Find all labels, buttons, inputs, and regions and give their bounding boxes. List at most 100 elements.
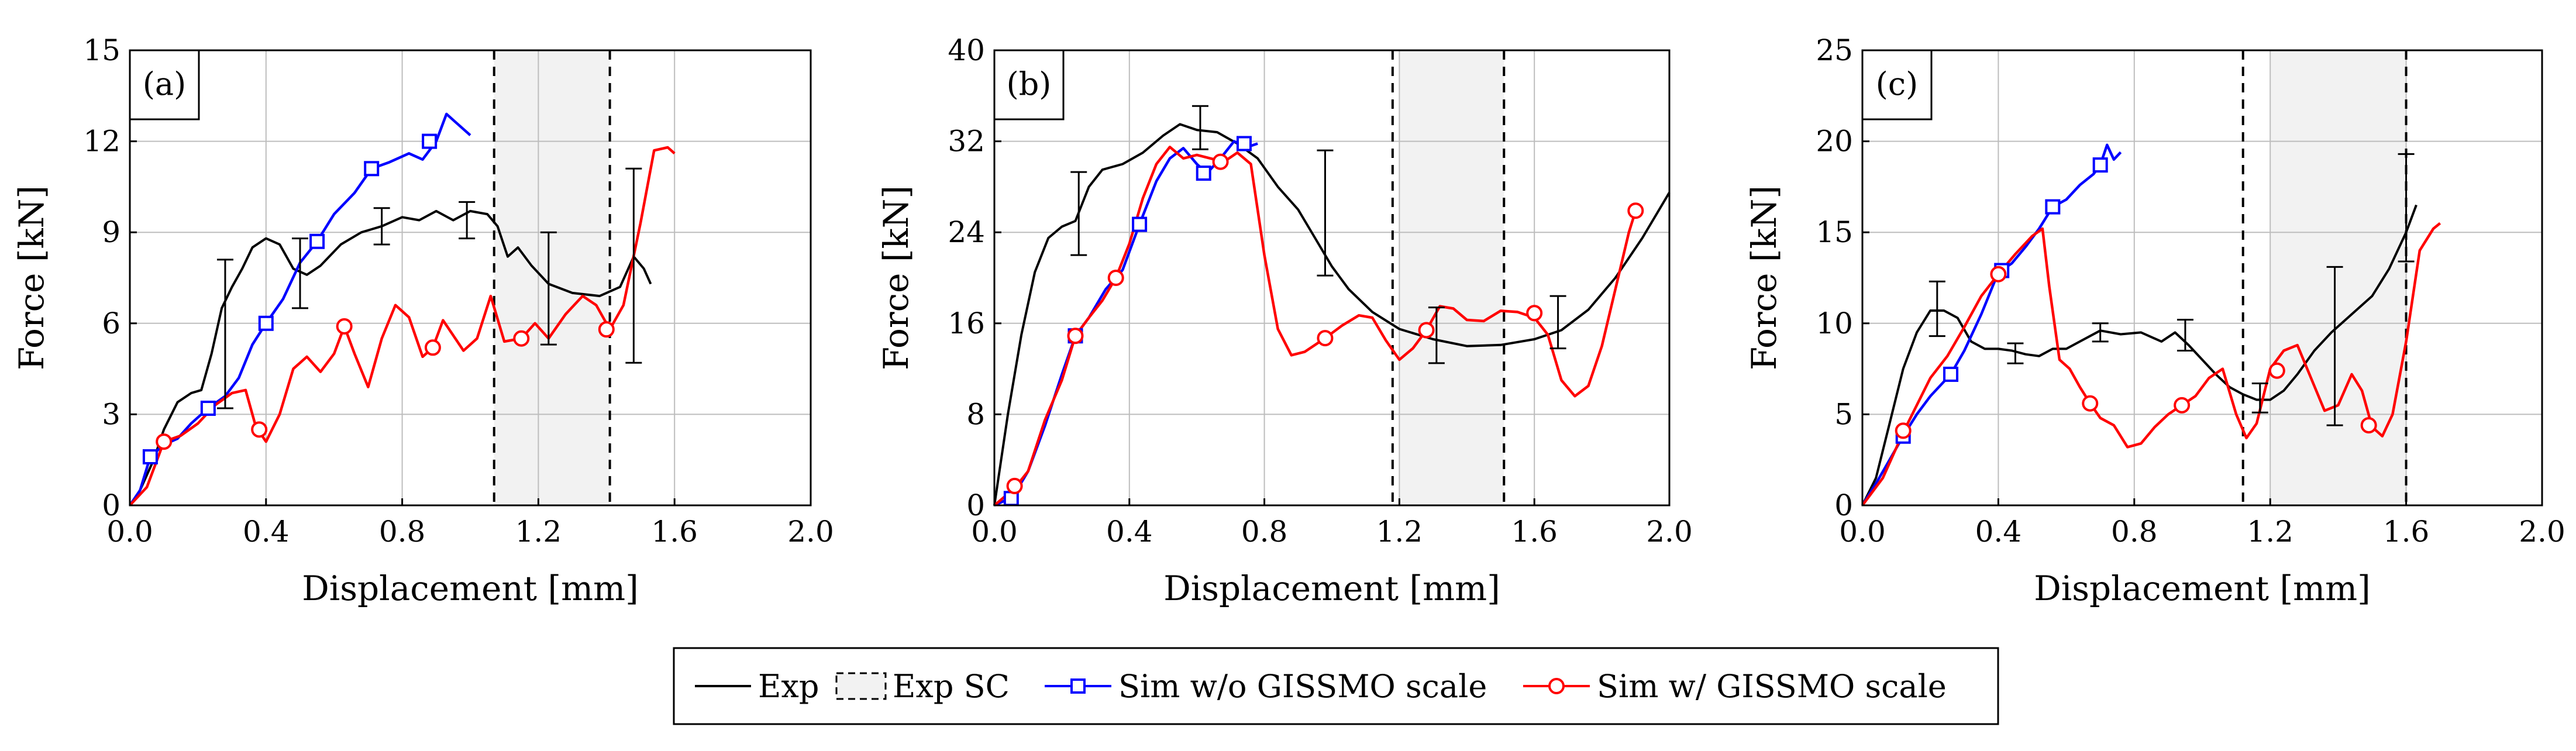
marker-sim-no-scale [422, 133, 438, 149]
x-axis-label: Displacement [mm] [1163, 569, 1500, 608]
y-tick-label: 6 [102, 306, 120, 340]
marker-sim-scale [1526, 305, 1543, 322]
x-tick-label: 1.6 [651, 515, 698, 549]
sc-shaded-region [1399, 50, 1504, 505]
y-tick-label: 8 [966, 397, 985, 431]
x-tick-label: 0.8 [1241, 515, 1288, 549]
marker-sim-no-scale [200, 401, 216, 416]
y-tick-label: 24 [948, 215, 985, 249]
panel-label: (a) [143, 66, 186, 102]
marker-sim-scale [424, 339, 441, 356]
marker-sim-scale [251, 421, 268, 438]
marker-sim-scale [513, 330, 530, 347]
x-tick-label: 0.4 [1975, 515, 2022, 549]
marker-sim-no-scale [1236, 136, 1252, 151]
y-tick-label: 0 [102, 488, 120, 522]
marker-sim-no-scale [1943, 366, 1959, 382]
series-line-sim-w-gissmo-scale [1861, 222, 2441, 507]
panel-label-box [1861, 49, 1933, 120]
series-line-exp [1861, 204, 2417, 506]
panel-c: 0.0 0.4 0.8 1.2 1.6 2.0 0 5 10 15 20 25 Displacement… [1744, 33, 2565, 608]
legend-exp-label: Exp [758, 668, 819, 705]
y-tick-label: 3 [102, 397, 120, 431]
panel-label: (b) [1007, 66, 1052, 102]
y-axis-label: Force [kN] [876, 185, 916, 370]
x-tick-label: 1.2 [515, 515, 562, 549]
series-line-exp [993, 123, 1671, 506]
marker-sim-no-scale [2092, 157, 2108, 173]
legend-exp-sc-label: Exp SC [893, 668, 1010, 705]
y-axis-label: Force [kN] [12, 185, 51, 370]
marker-sim-scale [2268, 362, 2285, 379]
y-tick-label: 15 [83, 33, 120, 67]
x-axis-label: Displacement [mm] [302, 569, 639, 608]
panel-label-box [993, 49, 1065, 120]
x-axis-label: Displacement [mm] [2034, 569, 2371, 608]
series-line-sim-w-gissmo-scale [993, 146, 1637, 507]
marker-sim-scale [2174, 397, 2191, 414]
y-tick-label: 16 [948, 306, 985, 340]
marker-sim-scale [156, 433, 173, 450]
series-line-sim-w-o-gissmo-scale [1861, 143, 2122, 507]
marker-sim-scale [598, 321, 615, 338]
y-tick-label: 40 [948, 33, 985, 67]
legend-exp-sc-swatch [835, 672, 887, 700]
x-tick-label: 0.4 [1106, 515, 1153, 549]
y-tick-label: 0 [966, 488, 985, 522]
x-tick-label: 1.2 [1376, 515, 1423, 549]
plot-frame [129, 49, 812, 507]
marker-sim-scale [1212, 153, 1229, 170]
marker-sim-scale [1627, 202, 1644, 219]
x-tick-label: 2.0 [787, 515, 834, 549]
sc-shaded-region [494, 50, 610, 505]
legend-box [673, 647, 1999, 725]
x-tick-label: 1.2 [2247, 515, 2293, 549]
marker-sim-no-scale [1196, 166, 1211, 181]
y-tick-label: 5 [1834, 397, 1853, 431]
marker-sim-no-scale [258, 315, 274, 331]
x-tick-label: 0.8 [2111, 515, 2158, 549]
legend-sim-scale-label: Sim w/ GISSMO scale [1597, 668, 1947, 705]
panel-label-box [129, 49, 200, 120]
panel-a: 0.0 0.4 0.8 1.2 1.6 2.0 0 3 6 9 12 15 Displacement [… [12, 33, 834, 608]
series-line-sim-w-o-gissmo-scale [129, 112, 471, 507]
marker-sim-scale [336, 318, 353, 335]
marker-sim-no-scale [2045, 199, 2061, 215]
y-tick-label: 0 [1834, 488, 1853, 522]
legend-sim-no-scale-label: Sim w/o GISSMO scale [1118, 668, 1487, 705]
x-tick-label: 1.6 [1511, 515, 1558, 549]
x-tick-label: 0.0 [106, 515, 153, 549]
x-tick-label: 0.0 [971, 515, 1018, 549]
x-tick-label: 2.0 [1646, 515, 1693, 549]
marker-sim-scale [1317, 330, 1334, 347]
y-tick-label: 32 [948, 125, 985, 159]
legend: Exp Exp SC Sim w/o GISSMO scale Sim w/ G… [673, 647, 1999, 725]
x-tick-label: 0.0 [1839, 515, 1886, 549]
marker-sim-scale [2360, 417, 2377, 434]
y-tick-label: 25 [1816, 33, 1853, 67]
x-tick-label: 2.0 [2519, 515, 2565, 549]
x-tick-label: 1.6 [2383, 515, 2430, 549]
y-tick-label: 12 [83, 125, 120, 159]
y-tick-label: 10 [1816, 306, 1853, 340]
marker-sim-scale [1895, 422, 1912, 439]
sc-shaded-region [2270, 50, 2406, 505]
y-tick-label: 15 [1816, 215, 1853, 249]
marker-sim-scale [1107, 270, 1124, 286]
marker-sim-scale [2082, 395, 2099, 412]
y-tick-label: 20 [1816, 125, 1853, 159]
marker-sim-no-scale [309, 233, 325, 249]
panel-label: (c) [1876, 66, 1918, 102]
marker-sim-no-scale [364, 161, 380, 177]
x-tick-label: 0.8 [379, 515, 426, 549]
marker-sim-no-scale [142, 449, 158, 465]
y-tick-label: 9 [102, 215, 120, 249]
plot-frame [993, 49, 1671, 507]
legend-sim-no-scale-marker [1070, 678, 1086, 694]
marker-sim-scale [1990, 266, 2007, 283]
marker-sim-scale [1418, 322, 1435, 339]
legend-sim-scale-marker [1548, 678, 1565, 694]
panel-b: 0.0 0.4 0.8 1.2 1.6 2.0 0 8 16 24 32 40 Displacement… [876, 33, 1693, 608]
marker-sim-scale [1006, 477, 1023, 494]
